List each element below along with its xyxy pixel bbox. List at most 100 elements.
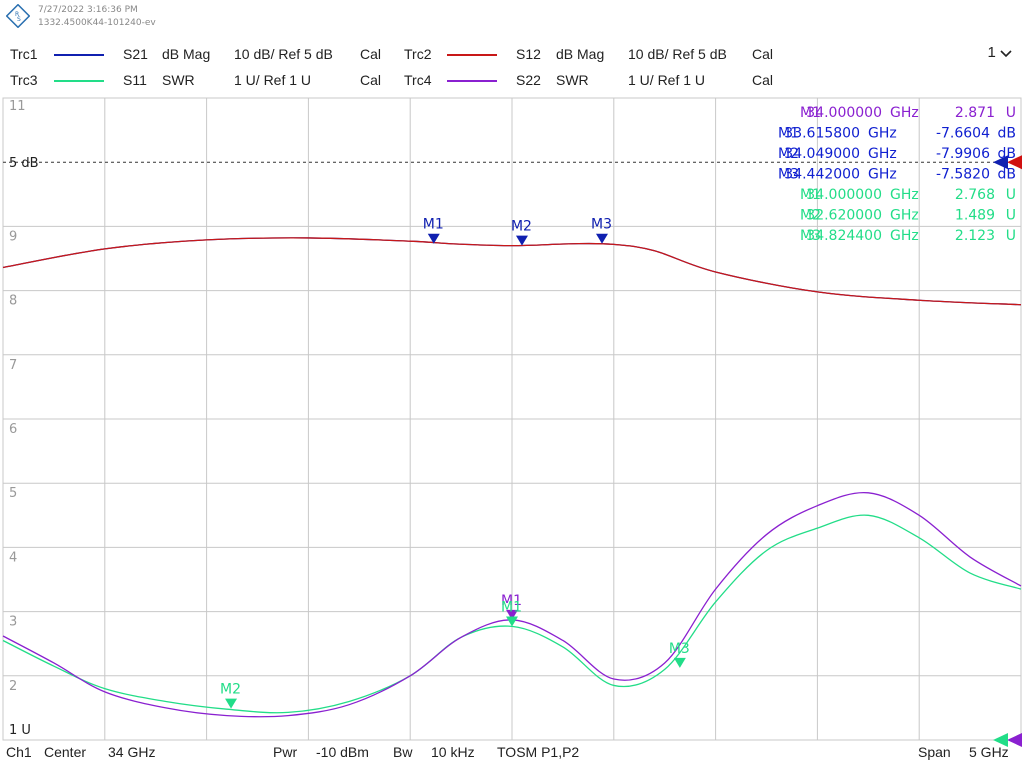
marker-triangle (506, 609, 518, 620)
trace-name[interactable]: Trc2 (404, 46, 432, 62)
ref-arrow-db-red (1007, 155, 1022, 170)
trace-name[interactable]: Trc1 (10, 46, 38, 62)
marker-readout-value-unit: U (1006, 187, 1016, 203)
power-label: Pwr (273, 744, 298, 760)
marker-label: M2 (220, 682, 241, 698)
y-tick-label: 5 (9, 486, 17, 501)
marker-readout-value-unit: U (1006, 228, 1016, 244)
center-label: Center (44, 744, 87, 760)
marker-readout-value: 2.871 (955, 105, 995, 121)
trace-color-line (54, 54, 104, 56)
marker-label: M3 (669, 641, 690, 657)
trace-format[interactable]: dB Mag (162, 46, 211, 62)
marker-readout-value-unit: dB (998, 126, 1017, 142)
trace-param[interactable]: S22 (516, 72, 541, 88)
marker-readout-label: M1 (778, 126, 799, 142)
trace-name[interactable]: Trc4 (404, 72, 432, 88)
trace-cal: Cal (752, 72, 774, 88)
trace-line-trc4 (2, 491, 1022, 718)
marker-readout-value: 2.768 (955, 187, 995, 203)
marker-label: M1 (501, 593, 522, 609)
marker-readout-value-unit: U (1006, 208, 1016, 224)
marker-readout-label: M2 (800, 208, 821, 224)
trace-format[interactable]: SWR (162, 72, 195, 88)
marker-triangle (427, 233, 440, 244)
marker-readout-value-unit: U (1006, 105, 1016, 121)
svg-text:S: S (17, 16, 21, 23)
trace-legend-row-2: Trc3 S11 SWR 1 U/ Ref 1 U Cal Trc4 S22 S… (0, 72, 1024, 92)
marker-readout-value: 1.489 (955, 208, 995, 224)
trace-param[interactable]: S21 (123, 46, 148, 62)
marker-readout-label: M3 (778, 167, 799, 183)
trace-param[interactable]: S12 (516, 46, 541, 62)
marker-readout-frequency: 33.615800 (784, 126, 860, 142)
marker-label: M1 (501, 599, 522, 615)
marker-label: M1 (423, 217, 444, 233)
timestamp: 7/27/2022 3:16:36 PM (38, 5, 138, 15)
calibration-type[interactable]: TOSM P1,P2 (497, 744, 580, 760)
marker-readout-label: M1 (800, 105, 821, 121)
trace-color-line (447, 54, 497, 56)
trace-line-trc2 (2, 237, 1022, 306)
trace-color-line (447, 80, 497, 82)
span-label: Span (918, 744, 951, 760)
channel-label[interactable]: Ch1 (6, 744, 32, 760)
bandwidth-value[interactable]: 10 kHz (431, 744, 475, 760)
trace-name[interactable]: Trc3 (10, 72, 38, 88)
trace-scale[interactable]: 1 U/ Ref 1 U (628, 72, 706, 88)
trace-format[interactable]: dB Mag (556, 46, 605, 62)
trace-param[interactable]: S11 (123, 72, 147, 88)
span-value[interactable]: 5 GHz (969, 744, 1009, 760)
marker-triangle (673, 657, 686, 668)
marker-readout-value: -7.6604 (936, 126, 990, 142)
marker-readout-unit: GHz (890, 228, 919, 244)
marker-readout-value: -7.9906 (936, 146, 990, 162)
marker-label: M2 (511, 219, 532, 235)
marker-readout-unit: GHz (890, 208, 919, 224)
center-value[interactable]: 34 GHz (108, 744, 156, 760)
y-tick-label: 4 (9, 550, 17, 565)
marker-readout-label: M1 (800, 187, 821, 203)
ref-arrow-db-blue (993, 155, 1008, 170)
y-tick-label: 3 (9, 615, 17, 630)
marker-readout-unit: GHz (868, 167, 897, 183)
marker-readout-value-unit: dB (998, 146, 1017, 162)
marker-readout-unit: GHz (890, 187, 919, 203)
marker-readout-label: M3 (800, 228, 821, 244)
trace-scale[interactable]: 10 dB/ Ref 5 dB (234, 46, 333, 62)
marker-readout-frequency: 32.620000 (806, 208, 882, 224)
window-number: 1 (987, 44, 996, 61)
y-tick-label: 1 U (9, 723, 31, 738)
bandwidth-label: Bw (393, 744, 413, 760)
marker-readout-value: -7.5820 (936, 167, 990, 183)
marker-readout-value: 2.123 (955, 228, 995, 244)
marker-triangle (515, 235, 528, 246)
trace-cal: Cal (360, 72, 382, 88)
trace-legend-row-1: Trc1 S21 dB Mag 10 dB/ Ref 5 dB Cal Trc2… (0, 46, 1024, 66)
marker-readout-frequency: 34.442000 (784, 167, 860, 183)
chevron-down-icon (1000, 50, 1012, 58)
marker-readout-unit: GHz (890, 105, 919, 121)
y-tick-label: 9 (9, 229, 17, 244)
marker-readout-unit: GHz (868, 146, 897, 162)
marker-readout-frequency: 34.824400 (806, 228, 882, 244)
trace-format[interactable]: SWR (556, 72, 589, 88)
ref-arrow-swr-green (993, 733, 1008, 747)
power-value[interactable]: -10 dBm (316, 744, 369, 760)
marker-triangle (595, 233, 608, 244)
marker-readout-frequency: 34.000000 (806, 187, 882, 203)
instrument-id: 1332.4500K44-101240-ev (38, 18, 156, 28)
trace-scale[interactable]: 1 U/ Ref 1 U (234, 72, 312, 88)
marker-readout-frequency: 34.000000 (806, 105, 882, 121)
trace-scale[interactable]: 10 dB/ Ref 5 dB (628, 46, 727, 62)
trace-color-line (54, 80, 104, 82)
window-selector[interactable]: 1 (987, 44, 1012, 61)
